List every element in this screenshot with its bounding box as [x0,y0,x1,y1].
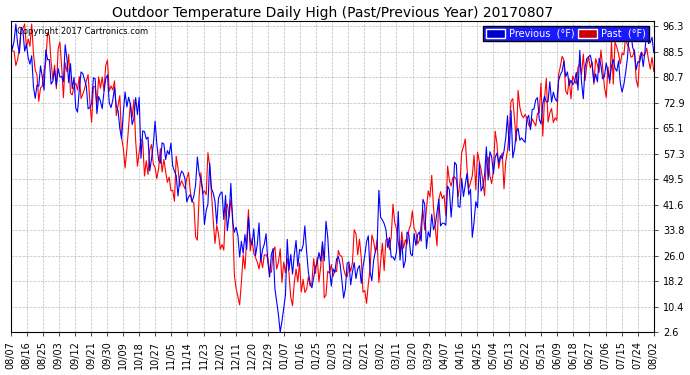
Previous  (°F) [117,136,126,141]
Past  (°F) [650,69,658,74]
Past  (°F) [140,174,148,178]
Text: Copyright 2017 Cartronics.com: Copyright 2017 Cartronics.com [17,27,148,36]
Previous  (°F) [276,330,284,334]
Legend: Previous  (°F), Past  (°F): Previous (°F), Past (°F) [483,26,649,41]
Previous  (°F) [140,129,148,134]
Past  (°F) [486,174,494,178]
Past  (°F) [72,81,80,85]
Past  (°F) [21,22,29,26]
Previous  (°F) [650,50,658,55]
Previous  (°F) [451,160,459,165]
Previous  (°F) [72,106,80,110]
Past  (°F) [451,175,459,179]
Title: Outdoor Temperature Daily High (Past/Previous Year) 20170807: Outdoor Temperature Daily High (Past/Pre… [112,6,553,20]
Past  (°F) [288,303,297,308]
Past  (°F) [117,135,126,140]
Previous  (°F) [6,36,14,41]
Line: Past  (°F): Past (°F) [10,24,654,306]
Line: Previous  (°F): Previous (°F) [10,24,654,332]
Previous  (°F) [486,150,494,154]
Past  (°F) [6,45,14,50]
Previous  (°F) [357,281,366,285]
Past  (°F) [357,256,366,260]
Previous  (°F) [12,22,20,26]
